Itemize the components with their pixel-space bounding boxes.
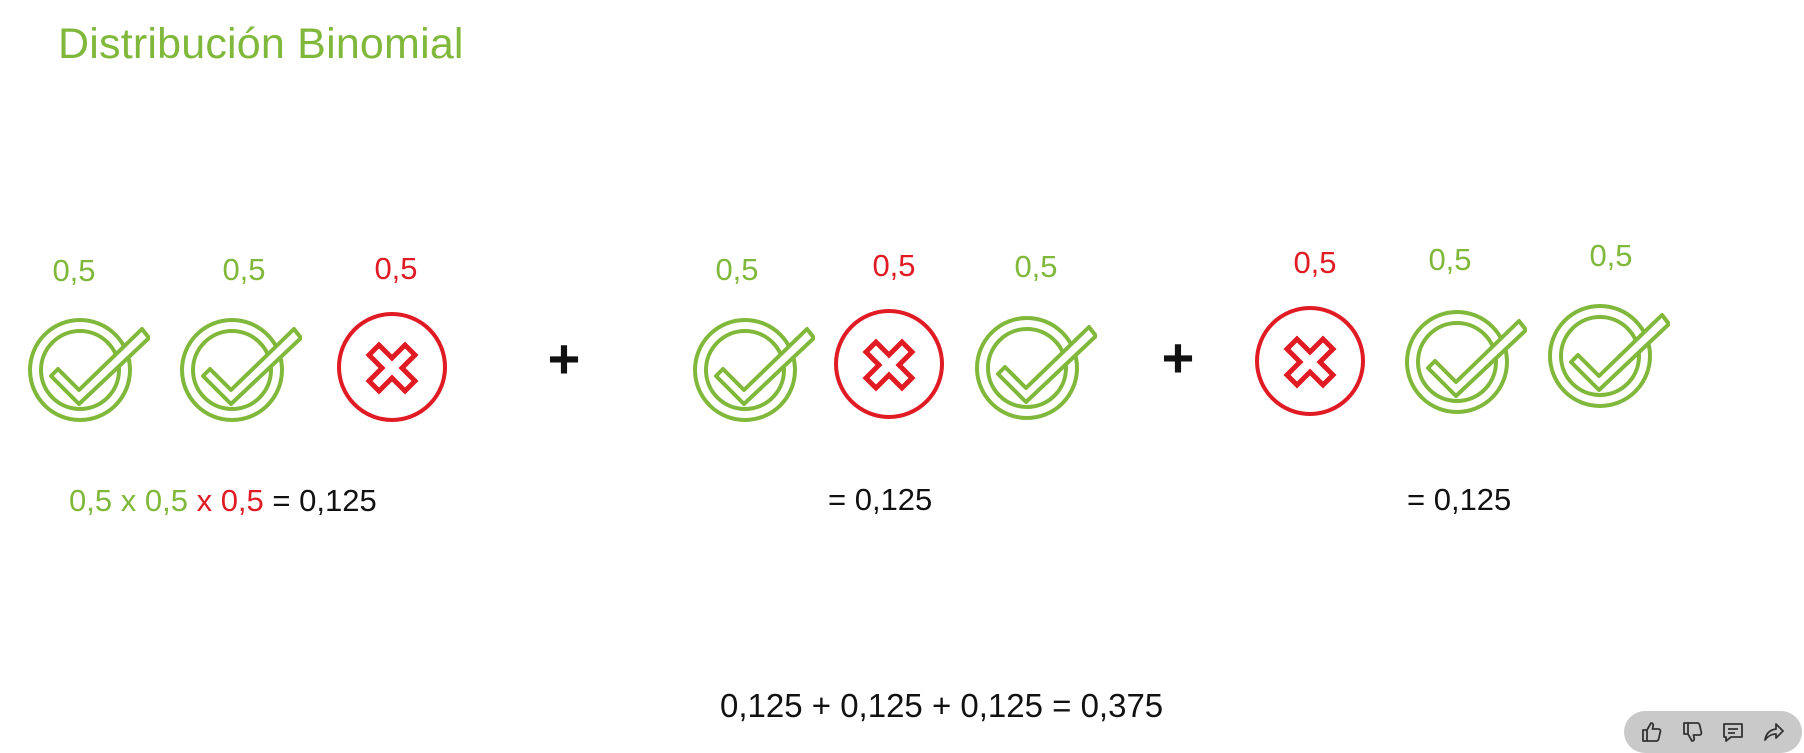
check-circle-icon bbox=[693, 318, 815, 422]
equation-1: 0,5 x 0,5 x 0,5 = 0,125 bbox=[69, 484, 377, 518]
equation-2-result: = 0,125 bbox=[828, 482, 933, 517]
check-circle-icon bbox=[975, 316, 1097, 420]
prob-label-g2-1: 0,5 bbox=[715, 252, 759, 287]
equation-1-factor-b: 0,5 bbox=[144, 483, 197, 518]
thumbs-down-icon[interactable] bbox=[1678, 717, 1708, 747]
equation-1-result: = 0,125 bbox=[272, 483, 377, 518]
x-circle-icon bbox=[1255, 306, 1365, 416]
prob-label-g2-3: 0,5 bbox=[1014, 249, 1058, 284]
x-circle-icon bbox=[834, 309, 944, 419]
prob-label-g3-2: 0,5 bbox=[1428, 242, 1472, 277]
x-circle-icon bbox=[337, 312, 447, 422]
thumbs-up-icon[interactable] bbox=[1637, 717, 1667, 747]
equation-1-times-1: x bbox=[120, 483, 145, 518]
comment-icon[interactable] bbox=[1718, 717, 1748, 747]
equation-1-factor-c: 0,5 bbox=[220, 483, 273, 518]
check-circle-icon bbox=[28, 318, 150, 422]
plus-operator-2: + bbox=[1161, 326, 1195, 389]
equation-1-factor-a: 0,5 bbox=[69, 483, 121, 518]
prob-label-g3-3: 0,5 bbox=[1589, 238, 1633, 273]
share-icon[interactable] bbox=[1759, 717, 1789, 747]
check-circle-icon bbox=[1405, 310, 1527, 414]
prob-label-g2-2: 0,5 bbox=[872, 248, 916, 283]
plus-operator-1: + bbox=[547, 327, 581, 390]
prob-label-g1-1: 0,5 bbox=[52, 253, 96, 288]
check-circle-icon bbox=[180, 318, 302, 422]
prob-label-g1-3: 0,5 bbox=[374, 251, 418, 286]
equation-1-times-2: x bbox=[196, 483, 221, 518]
feedback-toolbar bbox=[1624, 711, 1802, 753]
total-equation: 0,125 + 0,125 + 0,125 = 0,375 bbox=[720, 687, 1164, 724]
equation-3-result: = 0,125 bbox=[1407, 482, 1512, 517]
check-circle-icon bbox=[1548, 304, 1670, 408]
prob-label-g3-1: 0,5 bbox=[1293, 245, 1337, 280]
prob-label-g1-2: 0,5 bbox=[222, 252, 266, 287]
slide-title: Distribución Binomial bbox=[58, 20, 464, 68]
